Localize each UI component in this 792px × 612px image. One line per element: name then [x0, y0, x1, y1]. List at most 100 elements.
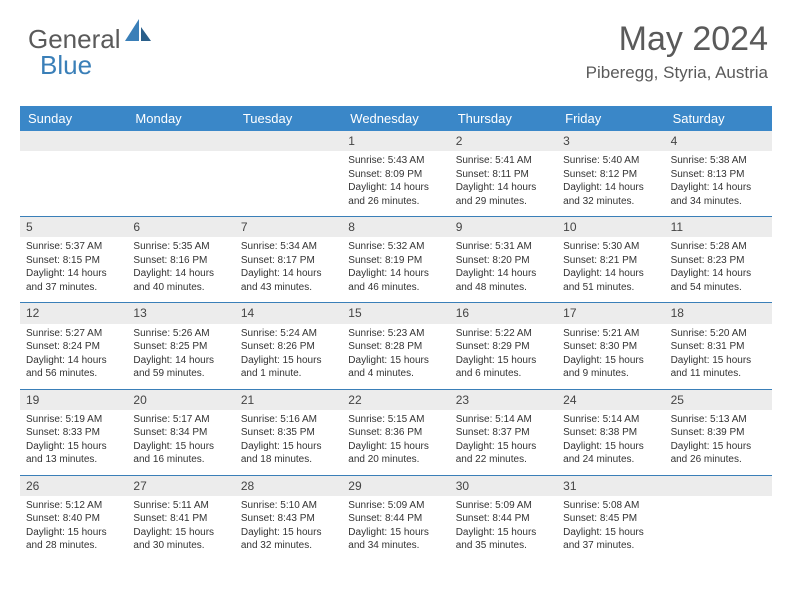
day-number [235, 131, 342, 151]
sunrise-text: Sunrise: 5:31 AM [456, 240, 551, 254]
sunset-text: Sunset: 8:37 PM [456, 426, 551, 440]
daylight-text: Daylight: 15 hours and 28 minutes. [26, 526, 121, 553]
day-number: 13 [127, 303, 234, 323]
daylight-text: Daylight: 15 hours and 9 minutes. [563, 354, 658, 381]
daylight-text: Daylight: 15 hours and 26 minutes. [671, 440, 766, 467]
calendar-cell [20, 131, 127, 216]
sunrise-text: Sunrise: 5:09 AM [456, 499, 551, 513]
sunrise-text: Sunrise: 5:30 AM [563, 240, 658, 254]
daylight-text: Daylight: 15 hours and 13 minutes. [26, 440, 121, 467]
sunrise-text: Sunrise: 5:24 AM [241, 327, 336, 341]
day-number: 21 [235, 390, 342, 410]
sunset-text: Sunset: 8:23 PM [671, 254, 766, 268]
daylight-text: Daylight: 15 hours and 18 minutes. [241, 440, 336, 467]
day-number: 20 [127, 390, 234, 410]
sunrise-text: Sunrise: 5:26 AM [133, 327, 228, 341]
sunset-text: Sunset: 8:31 PM [671, 340, 766, 354]
day-number: 15 [342, 303, 449, 323]
calendar-cell: 23Sunrise: 5:14 AMSunset: 8:37 PMDayligh… [450, 390, 557, 475]
daylight-text: Daylight: 14 hours and 48 minutes. [456, 267, 551, 294]
sunrise-text: Sunrise: 5:08 AM [563, 499, 658, 513]
sunset-text: Sunset: 8:34 PM [133, 426, 228, 440]
daylight-text: Daylight: 14 hours and 59 minutes. [133, 354, 228, 381]
daylight-text: Daylight: 15 hours and 34 minutes. [348, 526, 443, 553]
sunset-text: Sunset: 8:11 PM [456, 168, 551, 182]
weekday-sun: Sunday [20, 106, 127, 131]
sunrise-text: Sunrise: 5:19 AM [26, 413, 121, 427]
calendar-cell: 13 Sunrise: 5:26 AMSunset: 8:25 PMDayligh… [127, 303, 234, 388]
day-number: 6 [127, 217, 234, 237]
sunrise-text: Sunrise: 5:28 AM [671, 240, 766, 254]
sunrise-text: Sunrise: 5:37 AM [26, 240, 121, 254]
daylight-text: Daylight: 14 hours and 54 minutes. [671, 267, 766, 294]
daylight-text: Daylight: 15 hours and 22 minutes. [456, 440, 551, 467]
calendar-week: 5Sunrise: 5:37 AMSunset: 8:15 PMDaylight… [20, 217, 772, 303]
day-number: 23 [450, 390, 557, 410]
sunset-text: Sunset: 8:15 PM [26, 254, 121, 268]
sunset-text: Sunset: 8:25 PM [133, 340, 228, 354]
day-number: 27 [127, 476, 234, 496]
sunrise-text: Sunrise: 5:35 AM [133, 240, 228, 254]
calendar-cell: 2Sunrise: 5:41 AMSunset: 8:11 PMDaylight… [450, 131, 557, 216]
daylight-text: Daylight: 14 hours and 32 minutes. [563, 181, 658, 208]
weekday-sat: Saturday [665, 106, 772, 131]
weekday-tue: Tuesday [235, 106, 342, 131]
daylight-text: Daylight: 14 hours and 37 minutes. [26, 267, 121, 294]
logo-text-2: Blue [40, 50, 92, 81]
sunset-text: Sunset: 8:44 PM [456, 512, 551, 526]
sunset-text: Sunset: 8:38 PM [563, 426, 658, 440]
weekday-mon: Monday [127, 106, 234, 131]
daylight-text: Daylight: 14 hours and 56 minutes. [26, 354, 121, 381]
day-number: 11 [665, 217, 772, 237]
calendar-cell: 24Sunrise: 5:14 AMSunset: 8:38 PMDayligh… [557, 390, 664, 475]
calendar-cell [127, 131, 234, 216]
sunset-text: Sunset: 8:13 PM [671, 168, 766, 182]
calendar-cell: 20Sunrise: 5:17 AMSunset: 8:34 PMDayligh… [127, 390, 234, 475]
daylight-text: Daylight: 14 hours and 29 minutes. [456, 181, 551, 208]
daylight-text: Daylight: 15 hours and 30 minutes. [133, 526, 228, 553]
calendar-week: 26Sunrise: 5:12 AMSunset: 8:40 PMDayligh… [20, 476, 772, 561]
day-number: 8 [342, 217, 449, 237]
sunset-text: Sunset: 8:30 PM [563, 340, 658, 354]
day-number: 22 [342, 390, 449, 410]
calendar-cell: 11 Sunrise: 5:28 AMSunset: 8:23 PMDayligh… [665, 217, 772, 302]
daylight-text: Daylight: 14 hours and 46 minutes. [348, 267, 443, 294]
sunset-text: Sunset: 8:21 PM [563, 254, 658, 268]
day-number: 25 [665, 390, 772, 410]
day-number: 5 [20, 217, 127, 237]
calendar-cell: 6Sunrise: 5:35 AMSunset: 8:16 PMDaylight… [127, 217, 234, 302]
calendar-cell: 21Sunrise: 5:16 AMSunset: 8:35 PMDayligh… [235, 390, 342, 475]
logo-sail-icon [125, 17, 151, 48]
weekday-wed: Wednesday [342, 106, 449, 131]
sunrise-text: Sunrise: 5:11 AM [133, 499, 228, 513]
day-number [127, 131, 234, 151]
sunrise-text: Sunrise: 5:43 AM [348, 154, 443, 168]
calendar-cell: 30Sunrise: 5:09 AMSunset: 8:44 PMDayligh… [450, 476, 557, 561]
sunrise-text: Sunrise: 5:27 AM [26, 327, 121, 341]
sunrise-text: Sunrise: 5:12 AM [26, 499, 121, 513]
sunset-text: Sunset: 8:19 PM [348, 254, 443, 268]
day-number [665, 476, 772, 496]
calendar-cell: 27Sunrise: 5:11 AMSunset: 8:41 PMDayligh… [127, 476, 234, 561]
sunrise-text: Sunrise: 5:10 AM [241, 499, 336, 513]
sunset-text: Sunset: 8:09 PM [348, 168, 443, 182]
daylight-text: Daylight: 15 hours and 11 minutes. [671, 354, 766, 381]
calendar-cell: 29Sunrise: 5:09 AMSunset: 8:44 PMDayligh… [342, 476, 449, 561]
sunset-text: Sunset: 8:43 PM [241, 512, 336, 526]
day-number: 9 [450, 217, 557, 237]
daylight-text: Daylight: 15 hours and 1 minute. [241, 354, 336, 381]
calendar-cell: 16Sunrise: 5:22 AMSunset: 8:29 PMDayligh… [450, 303, 557, 388]
day-number: 29 [342, 476, 449, 496]
day-number: 31 [557, 476, 664, 496]
calendar: Sunday Monday Tuesday Wednesday Thursday… [20, 106, 772, 561]
sunrise-text: Sunrise: 5:23 AM [348, 327, 443, 341]
calendar-cell: 3Sunrise: 5:40 AMSunset: 8:12 PMDaylight… [557, 131, 664, 216]
daylight-text: Daylight: 14 hours and 26 minutes. [348, 181, 443, 208]
calendar-cell: 25Sunrise: 5:13 AMSunset: 8:39 PMDayligh… [665, 390, 772, 475]
daylight-text: Daylight: 15 hours and 37 minutes. [563, 526, 658, 553]
day-number: 16 [450, 303, 557, 323]
daylight-text: Daylight: 14 hours and 51 minutes. [563, 267, 658, 294]
calendar-cell: 1Sunrise: 5:43 AMSunset: 8:09 PMDaylight… [342, 131, 449, 216]
calendar-cell: 22Sunrise: 5:15 AMSunset: 8:36 PMDayligh… [342, 390, 449, 475]
sunset-text: Sunset: 8:45 PM [563, 512, 658, 526]
